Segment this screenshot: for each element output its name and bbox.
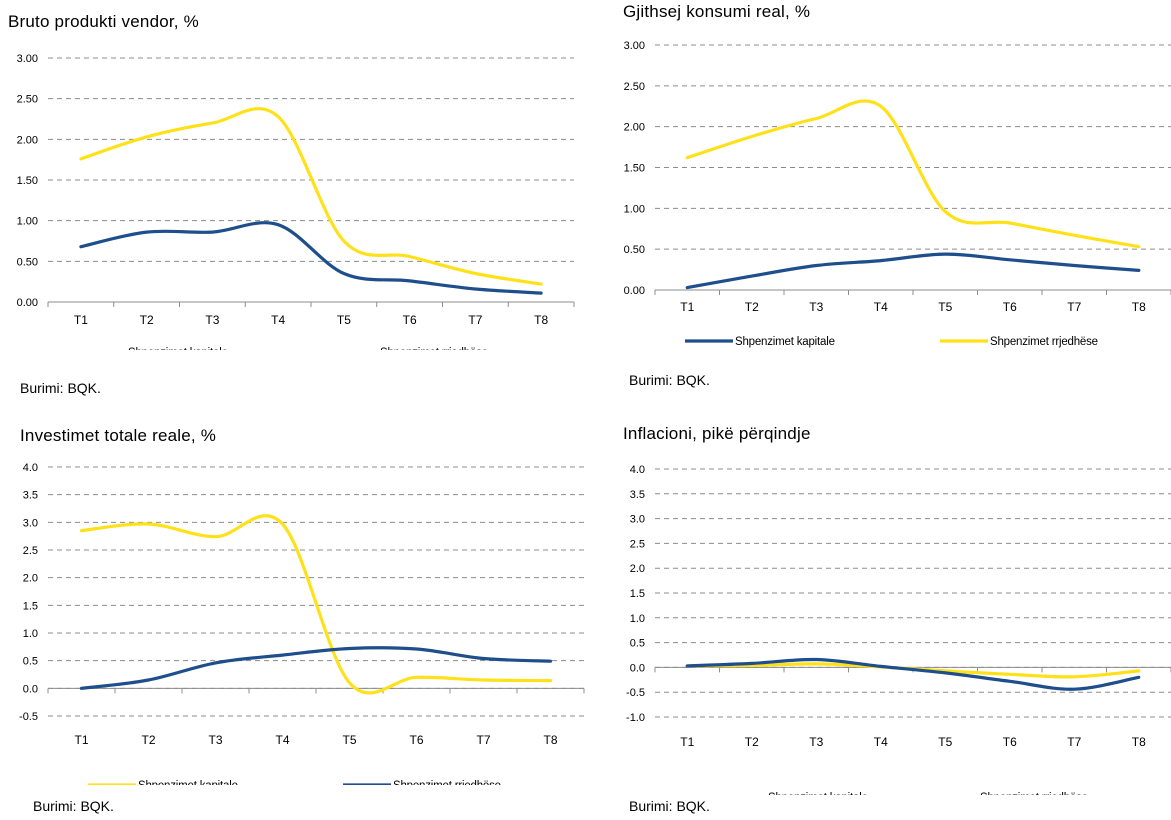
y-tick-label: 0.0 bbox=[630, 662, 645, 674]
y-tick-label: 0.0 bbox=[23, 683, 38, 695]
y-tick-label: 2.50 bbox=[624, 81, 645, 93]
legend-label: Shpenzimet rrjedhëse bbox=[990, 336, 1098, 348]
y-tick-label: 2.50 bbox=[17, 94, 38, 106]
y-tick-label: 3.5 bbox=[630, 489, 645, 501]
x-tick-label: T2 bbox=[745, 735, 759, 749]
x-tick-label: T1 bbox=[74, 313, 88, 327]
x-tick-label: T8 bbox=[1132, 300, 1146, 314]
y-tick-label: -1.0 bbox=[626, 712, 645, 724]
legend-label: Shpenzimet kapitale bbox=[128, 347, 228, 350]
source-note: Burimi: BQK. bbox=[33, 798, 114, 814]
x-tick-label: T4 bbox=[271, 313, 285, 327]
y-tick-label: 3.0 bbox=[630, 514, 645, 526]
series-line bbox=[685, 99, 1141, 249]
y-tick-label: 1.00 bbox=[624, 203, 645, 215]
x-tick-label: T4 bbox=[874, 735, 888, 749]
source-note: Burimi: BQK. bbox=[629, 798, 710, 814]
series-line bbox=[79, 514, 553, 695]
y-tick-label: 3.5 bbox=[23, 490, 38, 502]
y-tick-label: 2.0 bbox=[23, 573, 38, 585]
chart-title: Gjithsej konsumi real, % bbox=[623, 2, 811, 21]
x-tick-label: T8 bbox=[543, 733, 557, 747]
chart-svg: 3.00 2.50 2.00 1.50 1.00 0.50 0.00 T1 T2 T3 T4 T5 T6… bbox=[17, 53, 575, 350]
y-tick-label: 0.50 bbox=[17, 256, 38, 268]
x-tick-label: T8 bbox=[1132, 735, 1146, 749]
chart-svg: 4.0 3.5 3.0 2.5 2.0 1.5 1.0 0.5 0.0 -0.5 T1 T2 T3 T4 T… bbox=[19, 462, 585, 785]
x-tick-label: T4 bbox=[874, 300, 888, 314]
legend-label: Shpenzimet rrjedhëse bbox=[980, 792, 1088, 795]
x-tick-label: T2 bbox=[140, 313, 154, 327]
series-line bbox=[79, 646, 553, 690]
chart-title: Inflacioni, pikë përqindje bbox=[623, 424, 811, 443]
x-tick-label: T2 bbox=[141, 733, 155, 747]
x-tick-label: T7 bbox=[1067, 735, 1081, 749]
y-tick-label: 3.00 bbox=[17, 53, 38, 65]
x-tick-label: T6 bbox=[409, 733, 423, 747]
y-tick-label: 1.5 bbox=[630, 588, 645, 600]
x-tick-label: T5 bbox=[342, 733, 356, 747]
legend-label: Shpenzimet kapitale bbox=[138, 780, 238, 785]
y-tick-label: 1.5 bbox=[23, 600, 38, 612]
x-tick-label: T7 bbox=[1067, 300, 1081, 314]
series-line bbox=[685, 657, 1141, 691]
y-tick-label: 3.0 bbox=[23, 517, 38, 529]
chart-svg: 4.0 3.5 3.0 2.5 2.0 1.5 1.0 0.5 0.0 -0.5 -1.0 T1 T2 T… bbox=[626, 464, 1171, 795]
x-tick-label: T5 bbox=[938, 300, 952, 314]
x-tick-label: T3 bbox=[809, 735, 823, 749]
y-tick-label: 4.0 bbox=[630, 464, 645, 476]
x-tick-label: T7 bbox=[468, 313, 482, 327]
x-tick-label: T6 bbox=[403, 313, 417, 327]
x-tick-label: T3 bbox=[205, 313, 219, 327]
y-tick-label: 1.0 bbox=[630, 613, 645, 625]
y-tick-label: 0.00 bbox=[17, 297, 38, 309]
legend-label: Shpenzimet rrjedhëse bbox=[380, 347, 488, 350]
series-line bbox=[79, 221, 543, 295]
x-tick-label: T2 bbox=[745, 300, 759, 314]
y-tick-label: 2.00 bbox=[624, 122, 645, 134]
chart-title: Bruto produkti vendor, % bbox=[8, 12, 199, 31]
y-tick-label: 2.5 bbox=[23, 545, 38, 557]
y-tick-label: 2.00 bbox=[17, 134, 38, 146]
y-tick-label: 1.0 bbox=[23, 628, 38, 640]
x-tick-label: T6 bbox=[1003, 735, 1017, 749]
x-tick-label: T4 bbox=[275, 733, 289, 747]
x-tick-label: T6 bbox=[1003, 300, 1017, 314]
source-note: Burimi: BQK. bbox=[20, 380, 101, 396]
y-tick-label: 1.50 bbox=[17, 175, 38, 187]
y-tick-label: 1.50 bbox=[624, 163, 645, 175]
x-tick-label: T7 bbox=[476, 733, 490, 747]
x-tick-label: T3 bbox=[809, 300, 823, 314]
x-tick-label: T8 bbox=[534, 313, 548, 327]
series-line bbox=[79, 107, 543, 286]
x-tick-label: T1 bbox=[680, 300, 694, 314]
y-tick-label: 0.5 bbox=[23, 656, 38, 668]
x-tick-label: T3 bbox=[208, 733, 222, 747]
y-tick-label: 4.0 bbox=[23, 462, 38, 474]
x-tick-label: T5 bbox=[337, 313, 351, 327]
x-tick-label: T5 bbox=[938, 735, 952, 749]
y-tick-label: 0.00 bbox=[624, 285, 645, 297]
y-tick-label: -0.5 bbox=[626, 687, 645, 699]
source-note: Burimi: BQK. bbox=[629, 372, 710, 388]
y-tick-label: 2.5 bbox=[630, 538, 645, 550]
y-tick-label: 0.50 bbox=[624, 244, 645, 256]
legend-label: Shpenzimet rrjedhëse bbox=[393, 780, 501, 785]
y-tick-label: -0.5 bbox=[19, 711, 38, 723]
legend-label: Shpenzimet kapitale bbox=[768, 792, 868, 795]
chart-svg: 3.00 2.50 2.00 1.50 1.00 0.50 0.00 T1 T2 T3 T4 T5 T6… bbox=[624, 40, 1171, 348]
chart-title: Investimet totale reale, % bbox=[20, 426, 217, 445]
y-tick-label: 2.0 bbox=[630, 563, 645, 575]
series-line bbox=[685, 252, 1141, 290]
y-tick-label: 0.5 bbox=[630, 638, 645, 650]
x-tick-label: T1 bbox=[680, 735, 694, 749]
y-tick-label: 1.00 bbox=[17, 216, 38, 228]
x-tick-label: T1 bbox=[74, 733, 88, 747]
y-tick-label: 3.00 bbox=[624, 40, 645, 52]
legend-label: Shpenzimet kapitale bbox=[735, 336, 835, 348]
